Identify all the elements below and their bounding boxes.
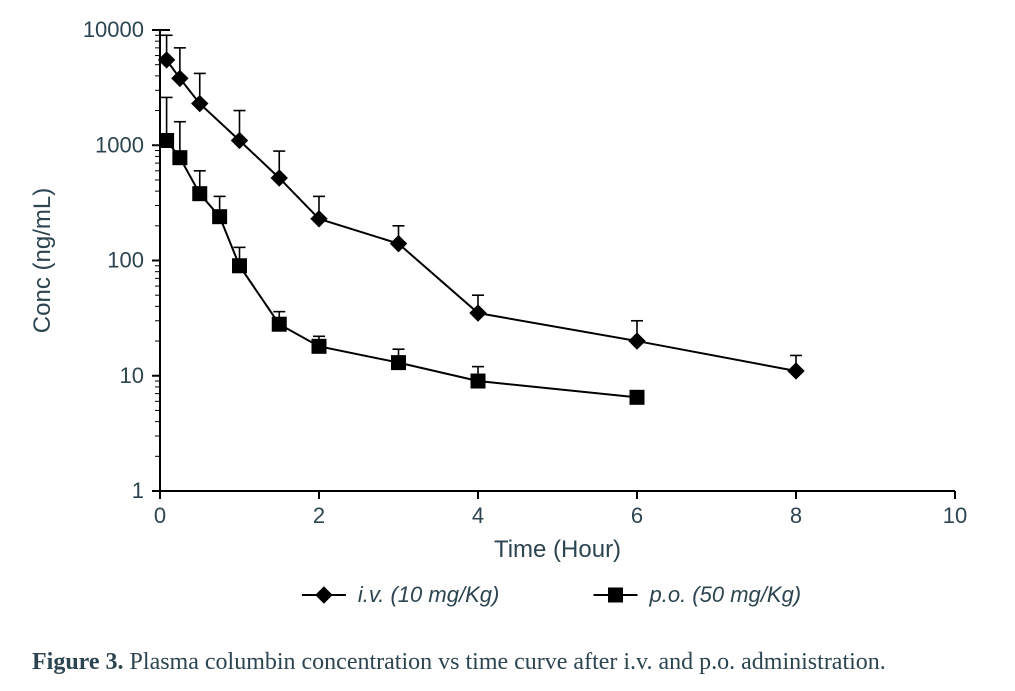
svg-text:10: 10 xyxy=(943,503,967,528)
pk-chart: 0 2 4 6 8 10 Time (Hour) 1 10 100 1000 10000 Conc (n… xyxy=(0,0,1015,691)
svg-text:Time (Hour): Time (Hour) xyxy=(494,536,621,563)
svg-text:1000: 1000 xyxy=(95,132,144,157)
svg-text:100: 100 xyxy=(107,248,144,273)
svg-text:1: 1 xyxy=(132,478,144,503)
caption-prefix: Figure 3. xyxy=(32,649,124,675)
figure-caption: Figure 3. Plasma columbin concentration … xyxy=(32,647,983,677)
svg-text:6: 6 xyxy=(631,503,643,528)
svg-text:10000: 10000 xyxy=(83,17,144,42)
svg-text:2: 2 xyxy=(313,503,325,528)
svg-text:p.o. (50 mg/Kg): p.o. (50 mg/Kg) xyxy=(649,582,802,607)
figure-container: 0 2 4 6 8 10 Time (Hour) 1 10 100 1000 10000 Conc (n… xyxy=(0,0,1015,691)
svg-text:8: 8 xyxy=(790,503,802,528)
svg-text:0: 0 xyxy=(154,503,166,528)
svg-text:4: 4 xyxy=(472,503,484,528)
svg-text:10: 10 xyxy=(120,363,144,388)
svg-text:i.v. (10 mg/Kg): i.v. (10 mg/Kg) xyxy=(358,582,499,607)
caption-text: Plasma columbin concentration vs time cu… xyxy=(124,649,886,675)
svg-text:Conc (ng/mL): Conc (ng/mL) xyxy=(29,188,56,333)
